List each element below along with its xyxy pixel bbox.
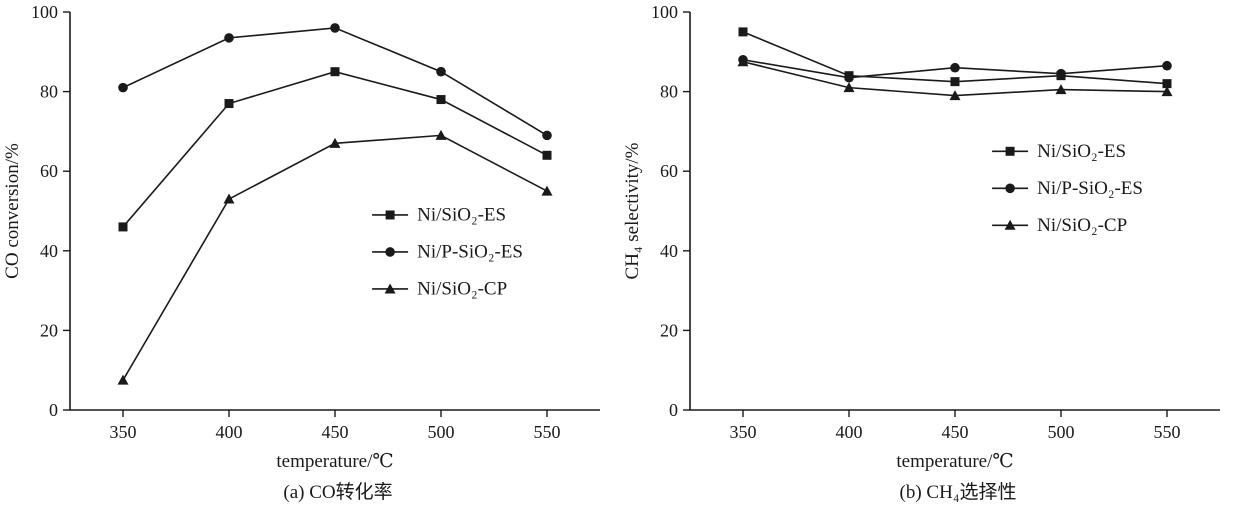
data-point-circle (330, 23, 340, 33)
x-tick-label: 550 (1154, 422, 1181, 442)
y-tick-label: 100 (31, 2, 58, 22)
y-tick-label: 40 (40, 241, 58, 261)
x-tick-label: 550 (534, 422, 561, 442)
legend-marker-square (385, 210, 395, 220)
legend-marker-triangle (384, 283, 396, 294)
data-point-circle (118, 82, 128, 93)
x-tick-label: 400 (216, 422, 243, 442)
x-axis-label: temperature/℃ (896, 451, 1013, 472)
y-tick-label: 0 (49, 400, 58, 420)
data-point-circle (1162, 60, 1172, 71)
x-tick-label: 350 (730, 422, 757, 442)
legend-marker-circle (1005, 183, 1015, 194)
legend-label: Ni/SiO₂-CP (1037, 215, 1127, 236)
legend-label: Ni/P-SiO₂-ES (417, 241, 523, 262)
y-tick-label: 80 (660, 82, 678, 102)
y-tick-label: 100 (651, 2, 678, 22)
y-tick-label: 40 (660, 241, 678, 261)
data-point-triangle (223, 193, 235, 204)
legend-marker-circle (385, 247, 395, 257)
x-tick-label: 350 (110, 422, 137, 442)
legend-label: Ni/SiO₂-ES (1037, 141, 1126, 162)
chart-b-svg: 0 20 40 60 80 100 350 400 450 500 550 temperature/℃… (622, 2, 1220, 472)
y-tick-label: 20 (660, 320, 678, 340)
chart-b-caption: (b) CH₄选择性 (899, 482, 1017, 503)
chart-a-svg: 0 20 40 60 80 100 350 400 450 500 550 temperature/℃… (2, 2, 600, 472)
x-axis-label: temperature/℃ (276, 451, 393, 472)
chart-a-co-conversion: 0 20 40 60 80 100 350 400 450 500 550 temperature/℃… (0, 0, 620, 511)
data-point-triangle (1055, 84, 1067, 95)
data-point-triangle (949, 90, 961, 101)
y-tick-label: 60 (40, 161, 58, 181)
legend-label: Ni/SiO₂-ES (417, 204, 506, 225)
data-point-triangle (843, 82, 855, 93)
x-tick-label: 500 (1048, 422, 1075, 442)
data-point-triangle (435, 129, 447, 140)
data-point-circle (950, 62, 960, 73)
data-point-square (224, 99, 234, 109)
data-point-circle (436, 66, 446, 77)
data-point-square (542, 150, 552, 160)
x-tick-label: 500 (428, 422, 455, 442)
data-point-triangle (737, 56, 749, 67)
legend-marker-square (1005, 146, 1015, 156)
chart-b-ch4-selectivity: 0 20 40 60 80 100 350 400 450 500 550 temperature/℃… (620, 0, 1240, 511)
y-tick-label: 80 (40, 82, 58, 102)
data-point-square (118, 222, 128, 232)
y-axis-label: CO conversion/% (2, 143, 23, 279)
data-point-circle (224, 33, 234, 43)
x-tick-label: 400 (836, 422, 863, 442)
x-tick-label: 450 (322, 422, 349, 442)
y-tick-label: 0 (669, 400, 678, 420)
y-axis-label: CH₄ selectivity/% (622, 142, 643, 279)
data-point-square (1162, 79, 1172, 89)
series-line-square (742, 31, 1168, 85)
data-point-circle (1056, 68, 1066, 79)
data-point-square (436, 95, 446, 105)
legend-marker-triangle (1004, 219, 1016, 230)
x-tick-label: 450 (942, 422, 969, 442)
data-point-triangle (329, 137, 341, 148)
data-point-square (330, 67, 340, 77)
data-point-triangle (117, 374, 129, 385)
legend-label: Ni/SiO₂-CP (417, 278, 507, 299)
data-point-square (950, 77, 960, 87)
data-point-circle (844, 72, 854, 83)
y-tick-label: 20 (40, 320, 58, 340)
data-point-square (738, 27, 748, 37)
chart-a-caption: (a) CO转化率 (283, 482, 393, 503)
legend-label: Ni/P-SiO₂-ES (1037, 178, 1143, 199)
data-point-triangle (1161, 86, 1173, 97)
series-line-circle (122, 27, 548, 137)
data-point-triangle (541, 185, 553, 196)
data-point-circle (542, 130, 552, 141)
y-tick-label: 60 (660, 161, 678, 181)
